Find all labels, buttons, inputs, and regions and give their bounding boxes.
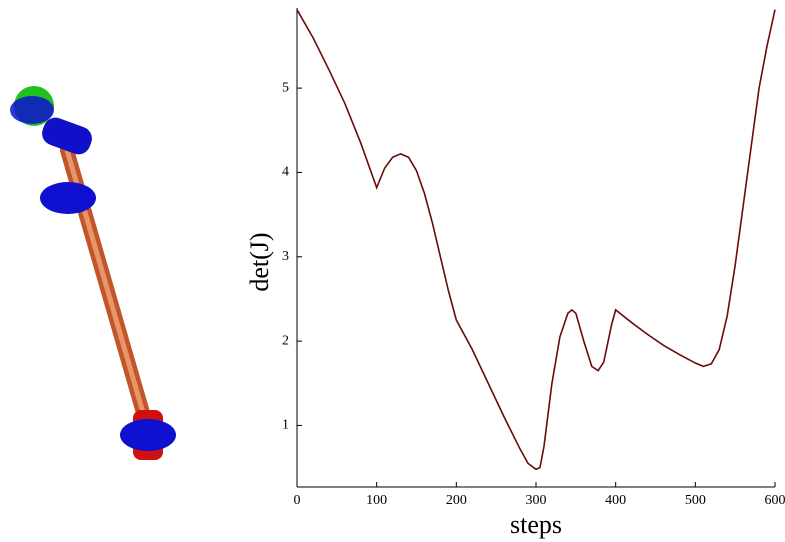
y-tick-label: 1	[282, 418, 289, 433]
x-tick-label: 300	[526, 493, 547, 508]
x-tick-label: 500	[685, 493, 706, 508]
y-tick-label: 4	[282, 165, 289, 180]
y-tick-label: 5	[282, 80, 289, 95]
data-line	[296, 9, 776, 471]
y-axis-title: det(J)	[245, 232, 274, 291]
x-tick-label: 600	[765, 493, 785, 508]
robot-render	[10, 86, 176, 460]
robot-joint	[40, 182, 96, 214]
y-tick-label: 2	[282, 333, 289, 348]
robot-joint	[42, 117, 92, 155]
y-tick-label: 3	[282, 249, 289, 264]
x-tick-label: 100	[366, 493, 387, 508]
robot-joint	[10, 96, 54, 124]
robot-joint	[120, 419, 176, 451]
x-axis-title: steps	[510, 510, 562, 539]
x-tick-label: 0	[294, 493, 301, 508]
x-tick-label: 400	[605, 493, 626, 508]
x-tick-label: 200	[446, 493, 467, 508]
